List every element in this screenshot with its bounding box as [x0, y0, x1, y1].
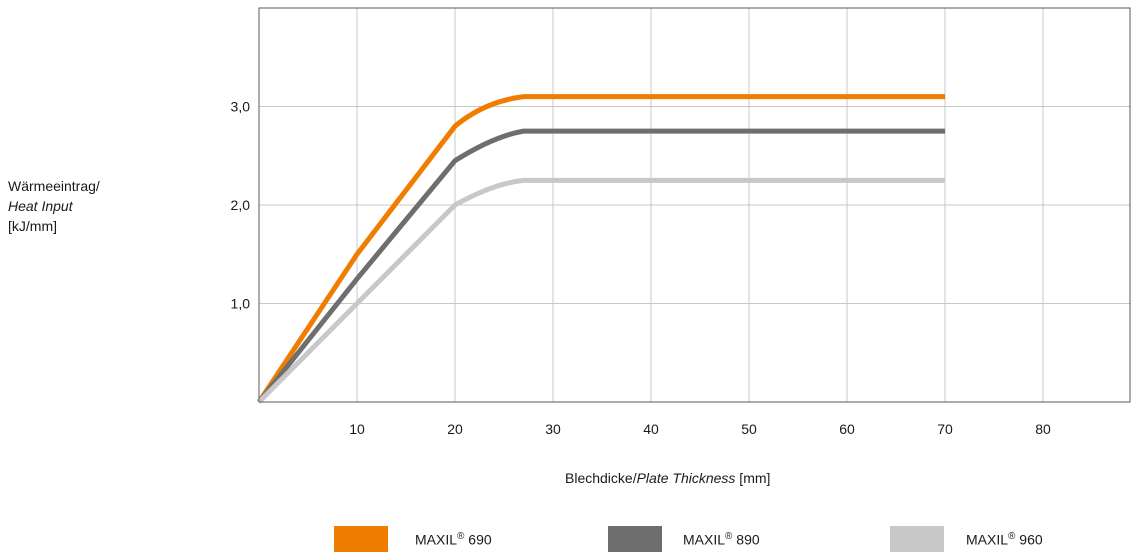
legend-swatch-maxil-690 — [334, 526, 388, 552]
y-tick-labels: 1,0 2,0 3,0 — [231, 99, 251, 312]
x-tick-label: 50 — [741, 421, 757, 437]
x-tick-label: 40 — [643, 421, 659, 437]
x-axis-label-de: Blechdicke — [565, 470, 633, 486]
legend-registered-mark: ® — [457, 531, 465, 542]
x-axis-label-separator: / — [632, 470, 637, 486]
y-tick-label: 2,0 — [231, 197, 251, 213]
x-axis-label: Blechdicke/Plate Thickness [mm] — [565, 470, 770, 486]
legend-label-maxil-890: MAXIL® 890 — [683, 531, 760, 548]
y-tick-label: 3,0 — [231, 99, 251, 115]
x-tick-label: 30 — [545, 421, 561, 437]
x-tick-label: 70 — [937, 421, 953, 437]
series-line-960 — [257, 177, 945, 404]
x-axis-label-unit: [mm] — [735, 470, 771, 486]
legend-grade: 690 — [464, 531, 492, 548]
y-axis-label: Wärmeeintrag/ Heat Input [kJ/mm] — [8, 176, 100, 236]
series-line-890 — [257, 128, 945, 404]
y-axis-label-en: Heat Input — [8, 198, 73, 214]
legend-brand: MAXIL — [415, 531, 458, 548]
y-axis-label-unit: [kJ/mm] — [8, 218, 57, 234]
x-tick-labels: 10 20 30 40 50 60 70 80 — [349, 421, 1051, 437]
legend-swatch-maxil-960 — [890, 526, 944, 552]
legend-registered-mark: ® — [1008, 531, 1016, 542]
legend-swatch-maxil-890 — [608, 526, 662, 552]
legend-grade: 890 — [732, 531, 760, 548]
legend-label-maxil-690: MAXIL® 690 — [415, 531, 492, 548]
legend-registered-mark: ® — [725, 531, 733, 542]
x-tick-label: 10 — [349, 421, 365, 437]
grid-lines — [259, 8, 1131, 402]
x-tick-label: 20 — [447, 421, 463, 437]
x-axis-label-en: Plate Thickness — [636, 470, 736, 486]
y-axis-label-de: Wärmeeintrag/ — [8, 178, 100, 194]
x-tick-label: 60 — [839, 421, 855, 437]
series-lines — [256, 94, 945, 404]
x-tick-label: 80 — [1035, 421, 1051, 437]
legend-grade: 960 — [1015, 531, 1043, 548]
legend-brand: MAXIL — [966, 531, 1009, 548]
series-line-690 — [256, 94, 945, 404]
plot-frame — [258, 7, 1131, 403]
y-tick-label: 1,0 — [231, 296, 251, 312]
legend-label-maxil-960: MAXIL® 960 — [966, 531, 1043, 548]
legend-brand: MAXIL — [683, 531, 726, 548]
